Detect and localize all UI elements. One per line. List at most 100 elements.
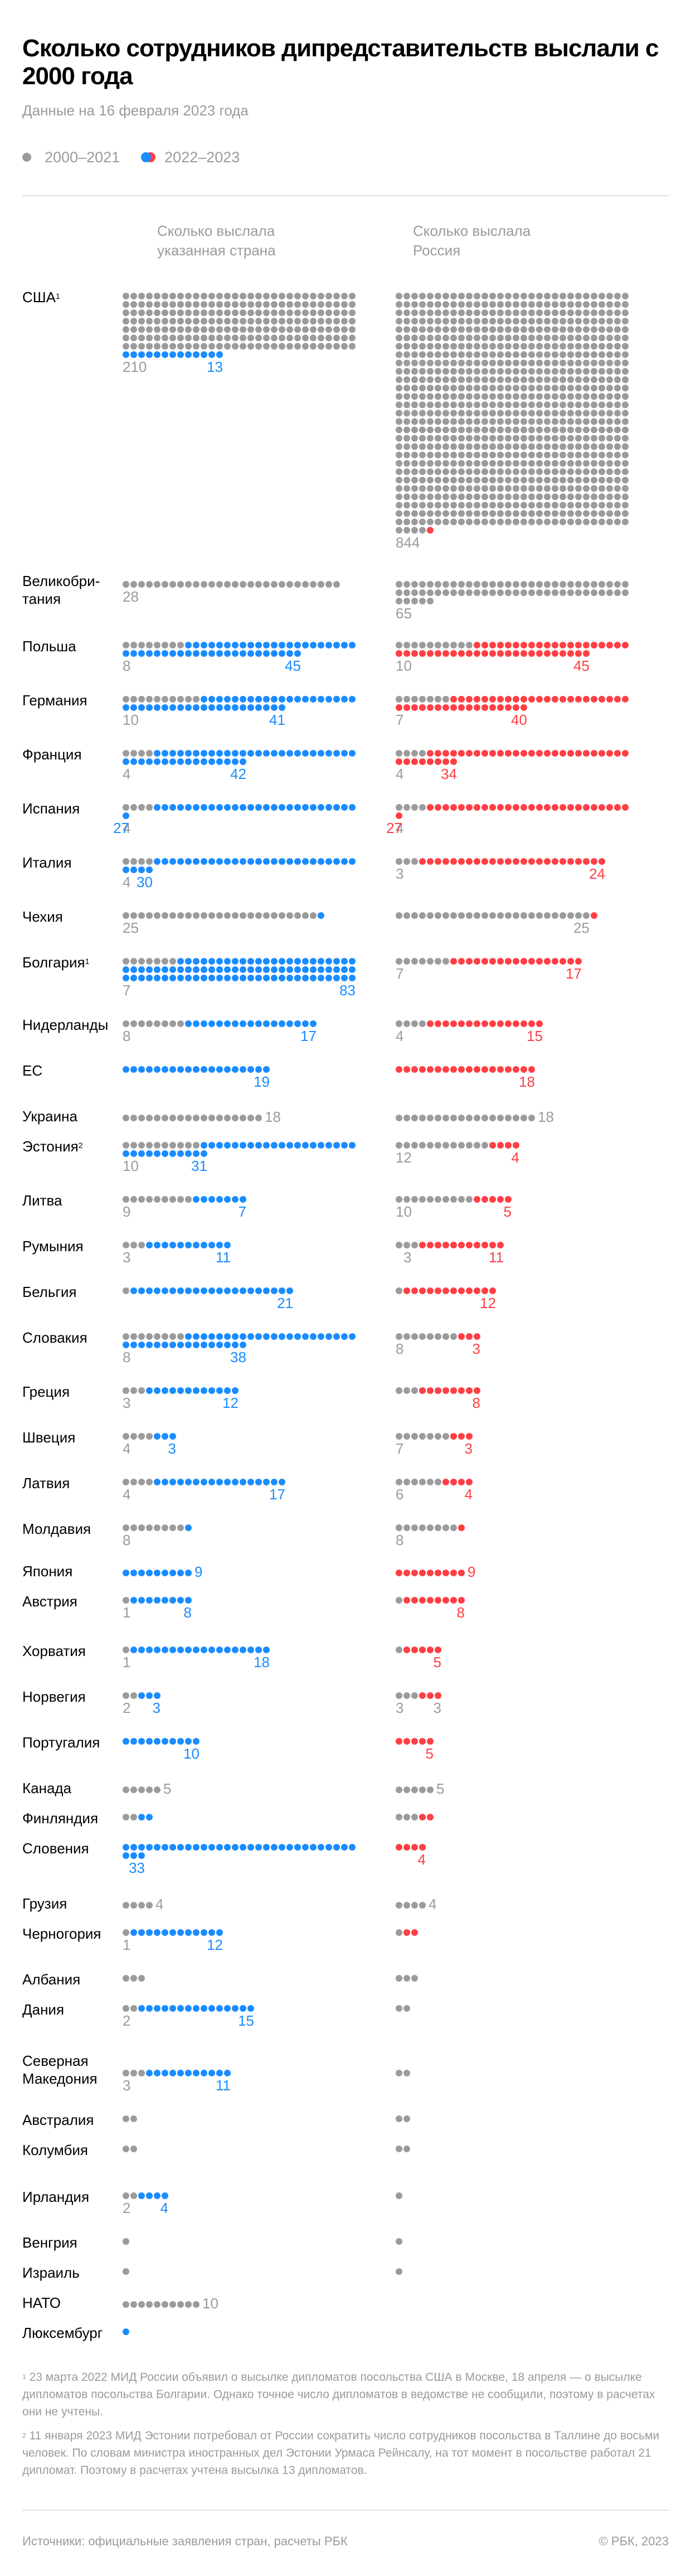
blue-dot bbox=[232, 704, 239, 711]
red-dot bbox=[481, 1242, 488, 1248]
blue-dot bbox=[279, 1479, 285, 1485]
gray-dot bbox=[411, 519, 418, 525]
gray-dot bbox=[442, 1142, 449, 1149]
red-dot bbox=[520, 642, 527, 648]
blue-dot bbox=[130, 758, 137, 765]
gray-dot bbox=[575, 502, 582, 509]
blue-dot bbox=[302, 750, 309, 757]
gray-dot bbox=[279, 326, 285, 333]
gray-dot bbox=[505, 301, 512, 308]
count-labels: 4 17 bbox=[123, 1485, 396, 1503]
gray-dot bbox=[528, 335, 535, 341]
gray-dot bbox=[403, 912, 410, 919]
blue-dot bbox=[201, 1647, 207, 1653]
count-labels: 8 bbox=[396, 1531, 669, 1549]
red-dot bbox=[427, 527, 434, 534]
gray-dot bbox=[591, 335, 597, 341]
blue-dot bbox=[162, 858, 168, 865]
row-data: 33 4 bbox=[123, 1844, 669, 1877]
gray-dot bbox=[411, 335, 418, 341]
count-labels: 19 bbox=[123, 1073, 396, 1091]
count-label-2000-2021: 4 bbox=[123, 874, 131, 890]
blue-dot bbox=[185, 966, 192, 973]
gray-dot bbox=[606, 485, 613, 492]
red-dot bbox=[450, 1066, 457, 1073]
count-labels: 8 45 bbox=[123, 657, 396, 675]
country-name: Ирландия bbox=[22, 2188, 123, 2206]
gray-dot bbox=[591, 502, 597, 509]
left-column bbox=[123, 1975, 396, 1982]
gray-dot bbox=[123, 1287, 129, 1294]
count-labels: 10 bbox=[123, 1745, 396, 1762]
gray-dot bbox=[162, 1115, 168, 1121]
blue-dot bbox=[286, 858, 293, 865]
blue-dot bbox=[271, 704, 278, 711]
gray-dot bbox=[598, 502, 605, 509]
blue-dot bbox=[240, 642, 246, 648]
count-label-2000-2021: 7 bbox=[396, 711, 404, 728]
gray-dot bbox=[552, 477, 558, 483]
gray-dot bbox=[435, 468, 441, 475]
gray-dot bbox=[396, 1692, 402, 1699]
country-row: Швеция 4 3 7 3 bbox=[22, 1429, 669, 1458]
country-label: Литва bbox=[22, 1192, 62, 1209]
blue-dot bbox=[216, 642, 223, 648]
gray-dot bbox=[279, 343, 285, 350]
country-label: Австрия bbox=[22, 1593, 77, 1610]
gray-dot bbox=[622, 502, 629, 509]
blue-dot bbox=[177, 975, 184, 981]
gray-dot bbox=[138, 318, 145, 325]
red-dot bbox=[411, 1287, 418, 1294]
gray-dot bbox=[583, 309, 590, 316]
gray-dot bbox=[123, 1692, 129, 1699]
count-label-2022-2023: 4 bbox=[511, 1149, 519, 1166]
right-column: 4 bbox=[396, 1844, 669, 1877]
gray-dot bbox=[138, 642, 145, 648]
gray-dot bbox=[130, 1196, 137, 1203]
gray-dot bbox=[481, 335, 488, 341]
blue-dot bbox=[224, 696, 231, 703]
blue-dot bbox=[255, 966, 262, 973]
gray-dot bbox=[458, 477, 465, 483]
red-dot bbox=[489, 650, 496, 657]
gray-dot bbox=[341, 318, 348, 325]
gray-dot bbox=[544, 385, 551, 391]
gray-dot bbox=[536, 418, 543, 425]
gray-dot bbox=[123, 2005, 129, 2012]
gray-dot bbox=[544, 360, 551, 366]
gray-dot bbox=[341, 343, 348, 350]
right-column: 8 bbox=[396, 1597, 669, 1621]
gray-dot bbox=[427, 443, 434, 450]
gray-dot bbox=[396, 2070, 402, 2076]
gray-dot bbox=[193, 293, 199, 299]
gray-dot bbox=[520, 485, 527, 492]
count-label: 4 bbox=[429, 1896, 437, 1912]
gray-dot bbox=[255, 343, 262, 350]
gray-dot bbox=[419, 1115, 426, 1121]
gray-dot bbox=[520, 343, 527, 350]
gray-dot bbox=[146, 1333, 153, 1340]
right-column: 5 bbox=[396, 1738, 669, 1762]
blue-dot bbox=[193, 758, 199, 765]
dot-grid bbox=[396, 1814, 630, 1820]
blue-dot bbox=[224, 2005, 231, 2012]
gray-dot bbox=[130, 750, 137, 757]
gray-dot bbox=[505, 318, 512, 325]
gray-dot bbox=[427, 1196, 434, 1203]
count-label-2000-2021: 9 bbox=[123, 1203, 131, 1220]
gray-dot bbox=[544, 477, 551, 483]
count-label-2000-2021: 28 bbox=[123, 588, 139, 605]
red-dot bbox=[427, 1692, 434, 1699]
gray-dot bbox=[411, 1902, 418, 1909]
gray-dot bbox=[138, 1142, 145, 1149]
count-label: 5 bbox=[436, 1780, 445, 1797]
gray-dot bbox=[177, 309, 184, 316]
gray-dot bbox=[123, 912, 129, 919]
gray-dot bbox=[177, 1333, 184, 1340]
gray-dot bbox=[513, 393, 519, 400]
gray-dot bbox=[224, 912, 231, 919]
red-dot bbox=[435, 758, 441, 765]
red-dot bbox=[396, 758, 402, 765]
blue-dot bbox=[216, 858, 223, 865]
gray-dot bbox=[591, 318, 597, 325]
